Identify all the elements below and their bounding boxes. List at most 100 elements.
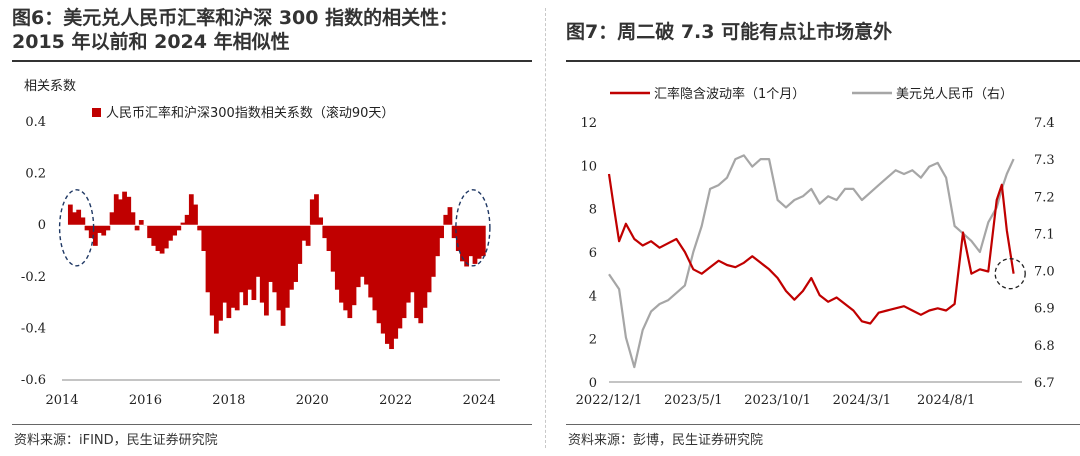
y-tick-label: -0.2 [21,270,46,285]
correlation-bar [464,225,470,267]
y-axis-label: 相关系数 [24,79,76,94]
correlation-bar [180,222,186,226]
correlation-bar [280,225,286,326]
correlation-bar [284,225,290,308]
correlation-bar [293,225,298,282]
correlation-bar [443,214,449,226]
correlation-bar [384,225,390,344]
correlation-bar [289,225,294,290]
highlight-ellipse [455,189,491,267]
correlation-bar [188,194,194,226]
correlation-bar [389,225,394,350]
correlation-bar [343,225,349,311]
correlation-bar [76,209,82,226]
figure-7-title-rule [566,60,1080,62]
correlation-bar [238,225,244,293]
correlation-bar [410,225,415,293]
y-left-tick-label: 8 [589,203,597,218]
x-tick-label: 2018 [212,393,245,408]
y-tick-label: 0.4 [25,115,46,130]
x-tick-label: 2022/12/1 [576,393,643,408]
correlation-bar [435,225,440,257]
y-left-tick-label: 0 [589,376,597,391]
figure-7-source: 资料来源：彭博，民生证券研究院 [568,433,764,448]
x-tick-label: 2024 [463,393,496,408]
correlation-bar [372,225,378,311]
correlation-bar [251,225,257,301]
volatility-line [607,173,1015,325]
correlation-bar [243,225,248,306]
correlation-bar [468,225,474,257]
correlation-bar [314,194,319,226]
legend-label: 人民币汇率和沪深300指数相关系数（滚动90天） [106,105,394,121]
correlation-bar [247,225,253,290]
correlation-bar [364,225,369,285]
correlation-bar [297,225,303,264]
correlation-bar [209,225,215,316]
correlation-bar [472,225,478,264]
correlation-bar [339,225,344,303]
y-right-tick-label: 6.9 [1034,302,1055,317]
correlation-bar [230,225,236,308]
correlation-bar [92,225,98,246]
panel-divider [545,8,546,448]
correlation-bar [151,225,157,246]
correlation-bar [168,225,173,241]
correlation-bar [326,225,332,251]
correlation-bar [176,225,182,231]
correlation-bar [234,225,240,311]
legend-label-volatility: 汇率隐含波动率（1个月） [654,86,805,102]
correlation-bar [347,225,353,319]
correlation-bar [393,225,399,339]
figure-6-title: 图6：美元兑人民币汇率和沪深 300 指数的相关性： 2015 年以前和 202… [12,7,459,53]
correlation-bar [155,225,161,251]
correlation-bar [439,225,444,239]
y-right-tick-label: 6.7 [1034,376,1055,391]
correlation-bar [184,214,190,226]
correlation-bar [309,199,315,226]
figure-7-chart: 汇率隐含波动率（1个月） 美元兑人民币（右） 0 2 4 6 8 10 12 6.7 6.8 6.9 7… [576,86,1055,408]
correlation-bar [376,225,382,324]
y-tick-label: 0.2 [25,167,46,182]
correlation-bar [218,225,223,321]
correlation-bar [193,204,198,226]
y-right-tick-label: 7.0 [1034,265,1055,280]
y-tick-label: -0.4 [21,321,46,336]
correlation-bar [476,225,482,259]
y-right-tick-label: 7.3 [1034,153,1055,168]
x-tick-label: 2016 [129,393,162,408]
figure-7-title: 图7：周二破 7.3 可能有点让市场意外 [566,21,893,43]
correlation-bar [380,225,386,334]
correlation-bar [334,225,340,290]
correlation-bar [272,225,278,293]
x-tick-label: 2020 [296,393,329,408]
correlation-bar [418,225,424,324]
correlation-bar [197,225,203,231]
x-tick-label: 2014 [45,393,78,408]
correlation-bar [105,225,111,231]
y-left-tick-label: 12 [580,116,597,131]
correlation-bar [205,225,211,293]
figure-7-panel: 图7：周二破 7.3 可能有点让市场意外 汇率隐含波动率（1个月） 美元兑人民币（… [552,0,1080,456]
y-left-tick-label: 10 [580,159,597,174]
y-right-tick-label: 6.8 [1034,339,1055,354]
correlation-bar [84,225,90,231]
correlation-bar [455,225,461,251]
correlation-bar [318,217,324,226]
correlation-bar [359,225,365,277]
x-tick-label: 2023/5/1 [664,393,722,408]
correlation-bar [330,225,336,272]
correlation-bar [122,191,127,226]
legend-label-usdcny: 美元兑人民币（右） [896,87,1013,102]
correlation-bar [163,225,169,249]
correlation-bar [134,225,140,231]
y-tick-label: -0.6 [21,373,46,388]
correlation-bar [97,225,102,233]
correlation-bar [226,225,232,319]
figure-6-source-rule [12,424,532,425]
y-left-tick-label: 4 [589,289,597,304]
legend-swatch [92,108,101,117]
correlation-bar [422,225,428,308]
correlation-bar [305,225,311,246]
